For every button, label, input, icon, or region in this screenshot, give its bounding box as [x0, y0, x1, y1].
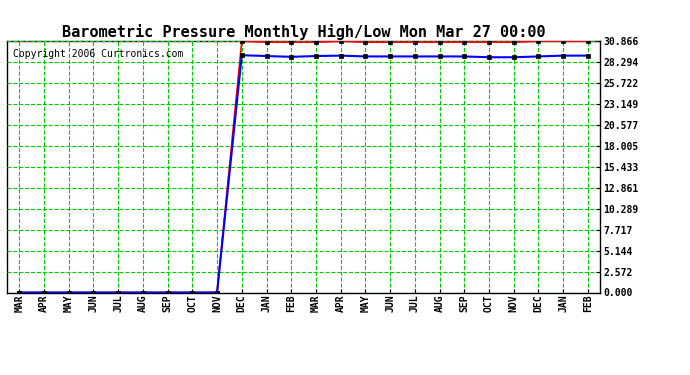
Title: Barometric Pressure Monthly High/Low Mon Mar 27 00:00: Barometric Pressure Monthly High/Low Mon… — [62, 24, 545, 40]
Text: Copyright 2006 Curtronics.com: Copyright 2006 Curtronics.com — [13, 49, 184, 59]
